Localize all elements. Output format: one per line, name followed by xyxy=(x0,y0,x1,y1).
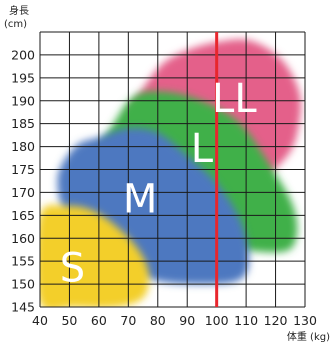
zone-label-ll: LL xyxy=(212,76,257,122)
y-tick-180: 180 xyxy=(11,139,35,154)
y-tick-190: 190 xyxy=(11,93,35,108)
x-axis-ticks: 40 50 60 70 80 90 100 110 120 130 xyxy=(32,313,317,328)
zone-label-m: M xyxy=(123,177,158,223)
zone-label-s: S xyxy=(60,245,85,291)
y-axis-ticks: 145 150 155 160 165 170 175 180 185 190 195 200 xyxy=(11,47,35,314)
x-tick-40: 40 xyxy=(32,313,48,328)
x-tick-80: 80 xyxy=(150,313,166,328)
y-tick-195: 195 xyxy=(11,70,35,85)
y-tick-200: 200 xyxy=(11,47,35,62)
x-tick-90: 90 xyxy=(179,313,195,328)
x-tick-100: 100 xyxy=(205,313,229,328)
zone-label-l: L xyxy=(191,126,214,172)
y-tick-170: 170 xyxy=(11,185,35,200)
y-tick-160: 160 xyxy=(11,231,35,246)
y-axis-title-line1: 身長 xyxy=(9,4,29,17)
x-tick-70: 70 xyxy=(120,313,136,328)
y-tick-175: 175 xyxy=(11,162,35,177)
x-tick-50: 50 xyxy=(61,313,77,328)
x-tick-120: 120 xyxy=(264,313,288,328)
x-tick-60: 60 xyxy=(91,313,107,328)
zone-s xyxy=(40,205,150,307)
y-tick-155: 155 xyxy=(11,254,35,269)
x-tick-110: 110 xyxy=(234,313,258,328)
y-axis-title-line2: (cm) xyxy=(4,19,27,30)
x-tick-130: 130 xyxy=(293,313,317,328)
y-tick-145: 145 xyxy=(11,300,35,315)
y-tick-165: 165 xyxy=(11,208,35,223)
x-axis-title: 体重 (kg) xyxy=(287,330,330,342)
y-tick-185: 185 xyxy=(11,116,35,131)
y-tick-150: 150 xyxy=(11,277,35,292)
